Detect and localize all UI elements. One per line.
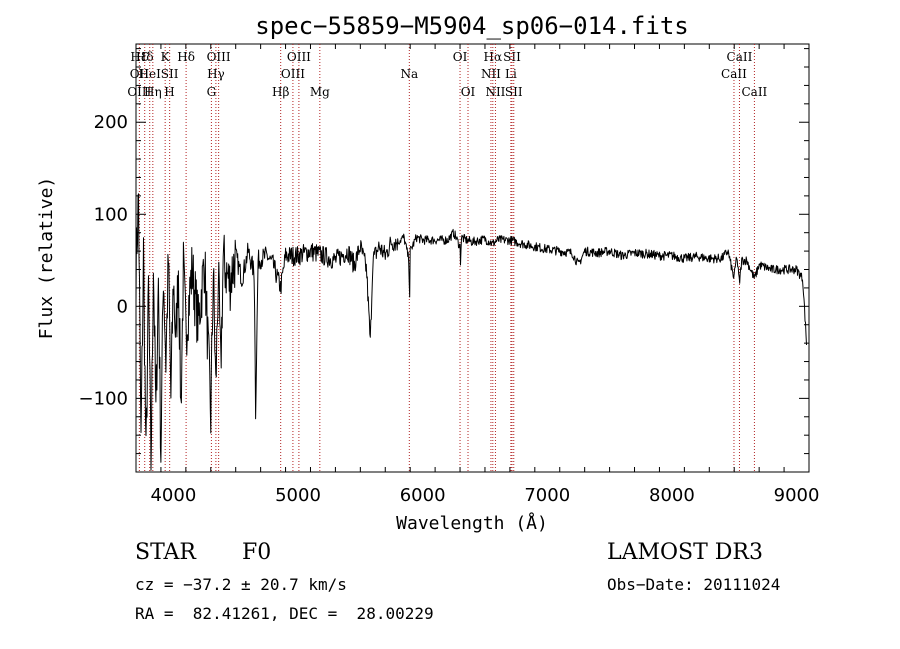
x-tick-label: 7000 bbox=[524, 485, 570, 506]
line-marker-label: HeI bbox=[139, 67, 162, 81]
obs-date-readout: Obs−Date: 20111024 bbox=[607, 575, 781, 594]
x-tick-label: 8000 bbox=[649, 485, 695, 506]
line-marker-label: Hη bbox=[144, 85, 162, 99]
x-axis-label: Wavelength (Å) bbox=[396, 512, 548, 534]
line-marker-label: Na bbox=[400, 67, 418, 81]
x-tick-label: 5000 bbox=[275, 485, 321, 506]
chart-title: spec−55859−M5904_sp06−014.fits bbox=[255, 12, 688, 40]
y-tick-label: 200 bbox=[94, 112, 128, 133]
line-marker-label: Mg bbox=[310, 85, 330, 99]
axis-tick-layer bbox=[135, 44, 810, 472]
coordinates-readout: RA = 82.41261, DEC = 28.00229 bbox=[135, 604, 434, 623]
y-tick-label: −100 bbox=[79, 388, 128, 409]
x-tick-label: 4000 bbox=[150, 485, 196, 506]
line-marker-label: OIII bbox=[281, 67, 305, 81]
line-marker-label: Hα bbox=[484, 50, 503, 64]
line-marker-label: CaII bbox=[727, 50, 753, 64]
line-marker-label: SII bbox=[503, 50, 521, 64]
line-marker-label: OIII bbox=[127, 85, 151, 99]
line-marker-label: HƐ bbox=[130, 50, 148, 64]
line-marker-label: SII bbox=[505, 85, 523, 99]
tick-label-layer: 4000 5000 6000 7000 8000 9000 −100 0 100 200 bbox=[79, 112, 820, 506]
y-tick-label: 100 bbox=[94, 204, 128, 225]
x-tick-label: 6000 bbox=[400, 485, 446, 506]
y-tick-label: 0 bbox=[117, 296, 128, 317]
line-marker-label: OIII bbox=[207, 50, 231, 64]
line-marker-label: SII bbox=[161, 67, 179, 81]
line-marker-label: NII bbox=[481, 67, 501, 81]
line-marker-label: OIII bbox=[287, 50, 311, 64]
line-marker-label: OI bbox=[453, 50, 468, 64]
line-marker-label: Hδ bbox=[177, 50, 195, 64]
y-axis-label: Flux (relative) bbox=[36, 177, 57, 340]
line-marker-label: Hγ bbox=[207, 67, 225, 81]
redshift-readout: cz = −37.2 ± 20.7 km/s bbox=[135, 575, 347, 594]
x-tick-label: 9000 bbox=[774, 485, 820, 506]
line-marker-label: OI bbox=[461, 85, 476, 99]
line-marker-label: CaII bbox=[721, 67, 747, 81]
survey-name: LAMOST DR3 bbox=[607, 540, 763, 565]
line-marker-label: K bbox=[161, 50, 171, 64]
spectrum-line bbox=[135, 193, 807, 471]
line-marker-label: Li bbox=[505, 67, 517, 81]
line-marker-label: CaII bbox=[741, 85, 767, 99]
object-subclass: F0 bbox=[242, 540, 272, 565]
line-marker-label: G bbox=[207, 85, 217, 99]
line-marker-label: H bbox=[164, 85, 174, 99]
object-class: STAR bbox=[135, 540, 196, 565]
line-marker-label: Hβ bbox=[272, 85, 289, 99]
line-marker-label: Hδ bbox=[136, 50, 154, 64]
line-marker-label: NII bbox=[485, 85, 505, 99]
